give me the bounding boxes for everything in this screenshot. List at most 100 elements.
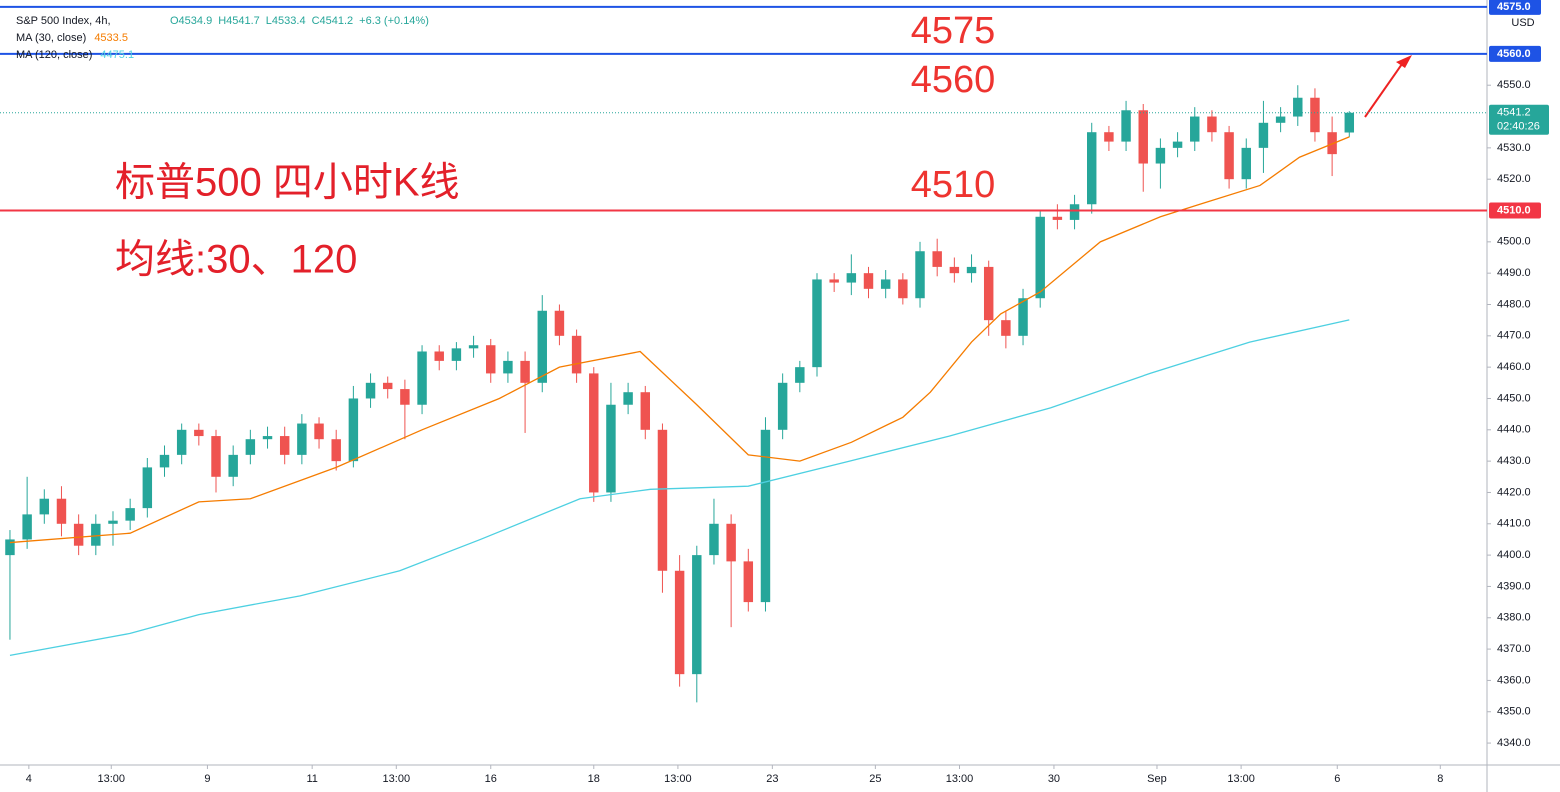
x-tick-label: 8 bbox=[1437, 773, 1443, 785]
legend-name: MA (120, close) bbox=[16, 49, 92, 61]
x-tick-label: 9 bbox=[204, 773, 210, 785]
x-tick-label: 13:00 bbox=[1227, 773, 1255, 785]
candle-body bbox=[348, 398, 359, 462]
candle-body bbox=[22, 514, 32, 540]
currency: USD bbox=[1511, 17, 1534, 29]
candle-body bbox=[1327, 132, 1337, 155]
candle-body bbox=[777, 382, 788, 430]
candle-body bbox=[692, 555, 702, 675]
ma-line bbox=[9, 136, 1350, 544]
y-tick-label: 4410.0 bbox=[1497, 518, 1531, 530]
x-tick-label: 25 bbox=[869, 773, 881, 785]
x-tick-label: 13:00 bbox=[98, 773, 126, 785]
candle-body bbox=[39, 498, 50, 515]
candle-body bbox=[726, 523, 736, 562]
candle-body bbox=[91, 523, 101, 546]
candle-body bbox=[1155, 147, 1166, 164]
candle-body bbox=[125, 508, 135, 521]
candle-body bbox=[1001, 320, 1011, 336]
y-tick-label: 4530.0 bbox=[1497, 142, 1531, 154]
candle-body bbox=[537, 310, 547, 383]
x-tick-label: 11 bbox=[306, 773, 317, 785]
y-tick-label: 4400.0 bbox=[1497, 549, 1531, 561]
candle-body bbox=[365, 382, 376, 399]
candle-body bbox=[314, 423, 324, 440]
candle-body bbox=[1293, 97, 1303, 117]
candle-body bbox=[73, 523, 84, 546]
candle-body bbox=[142, 467, 153, 509]
y-tick-label: 4380.0 bbox=[1497, 612, 1531, 624]
candle-body bbox=[589, 373, 599, 493]
candle-body bbox=[5, 539, 15, 556]
arrow-head bbox=[1396, 55, 1412, 68]
candle-body bbox=[503, 360, 513, 374]
y-tick-label: 4450.0 bbox=[1497, 392, 1531, 404]
price-label-bg bbox=[1489, 202, 1541, 219]
y-tick-label: 4500.0 bbox=[1497, 236, 1531, 248]
candle-body bbox=[451, 348, 462, 361]
candle-body bbox=[795, 367, 805, 383]
ma-line bbox=[9, 319, 1350, 656]
legend-symbol: S&P 500 Index, 4h, bbox=[16, 15, 111, 27]
x-tick-label: 13:00 bbox=[383, 773, 411, 785]
price-label-bg bbox=[1489, 45, 1541, 62]
candle-body bbox=[245, 439, 256, 455]
candle-body bbox=[297, 423, 307, 455]
legend-ohlc: O4534.9 bbox=[170, 15, 212, 27]
candle-body bbox=[1344, 112, 1355, 133]
annotation: 4510 bbox=[911, 164, 996, 206]
candle-body bbox=[949, 266, 960, 274]
legend-value: 4475.1 bbox=[100, 49, 134, 61]
chart-subtitle: 均线:30、120 bbox=[115, 238, 357, 282]
y-tick-label: 4340.0 bbox=[1497, 737, 1531, 749]
candle-body bbox=[1172, 141, 1183, 148]
candle-body bbox=[760, 429, 771, 603]
y-tick-label: 4470.0 bbox=[1497, 330, 1531, 342]
y-tick-label: 4430.0 bbox=[1497, 455, 1531, 467]
arrow bbox=[1364, 63, 1403, 118]
candle-body bbox=[880, 279, 891, 289]
x-tick-label: 23 bbox=[766, 773, 778, 785]
candle-body bbox=[1275, 116, 1286, 123]
candle-body bbox=[1035, 216, 1045, 299]
candle-body bbox=[846, 273, 857, 283]
candle-body bbox=[262, 436, 273, 440]
candle-body bbox=[1052, 216, 1063, 220]
candle-body bbox=[434, 351, 444, 361]
y-tick-label: 4390.0 bbox=[1497, 580, 1531, 592]
candle-body bbox=[983, 266, 994, 321]
candle-body bbox=[571, 335, 582, 374]
candle-body bbox=[966, 266, 977, 274]
candle-body bbox=[56, 498, 67, 524]
candle-body bbox=[606, 404, 616, 493]
candle-body bbox=[382, 382, 393, 390]
candle-body bbox=[520, 360, 530, 383]
x-tick-label: 13:00 bbox=[946, 773, 974, 785]
countdown-label: 02:40:26 bbox=[1497, 121, 1540, 133]
legend-ohlc: L4533.4 bbox=[266, 15, 306, 27]
y-tick-label: 4420.0 bbox=[1497, 486, 1531, 498]
candle-body bbox=[331, 439, 341, 462]
candle-body bbox=[623, 392, 633, 405]
legend-name: MA (30, close) bbox=[16, 32, 86, 44]
annotation: 4560 bbox=[911, 59, 996, 101]
candle-body bbox=[640, 392, 651, 430]
last-price-bg bbox=[1489, 104, 1549, 135]
candle-body bbox=[228, 454, 238, 477]
candle-body bbox=[108, 520, 118, 524]
candle-body bbox=[1069, 204, 1080, 220]
candle-body bbox=[1087, 132, 1097, 205]
candle-body bbox=[1138, 110, 1148, 164]
candle-body bbox=[176, 429, 187, 455]
y-tick-label: 4480.0 bbox=[1497, 298, 1531, 310]
candle-body bbox=[1190, 116, 1200, 142]
price-label: 4575.0 bbox=[1497, 1, 1531, 13]
candle-body bbox=[1241, 147, 1251, 180]
annotation: 4575 bbox=[911, 10, 996, 52]
y-tick-label: 4550.0 bbox=[1497, 79, 1531, 91]
y-tick-label: 4490.0 bbox=[1497, 267, 1531, 279]
x-tick-label: 16 bbox=[485, 773, 497, 785]
x-tick-label: 18 bbox=[588, 773, 600, 785]
candle-body bbox=[1121, 110, 1131, 142]
candle-body bbox=[279, 436, 290, 455]
